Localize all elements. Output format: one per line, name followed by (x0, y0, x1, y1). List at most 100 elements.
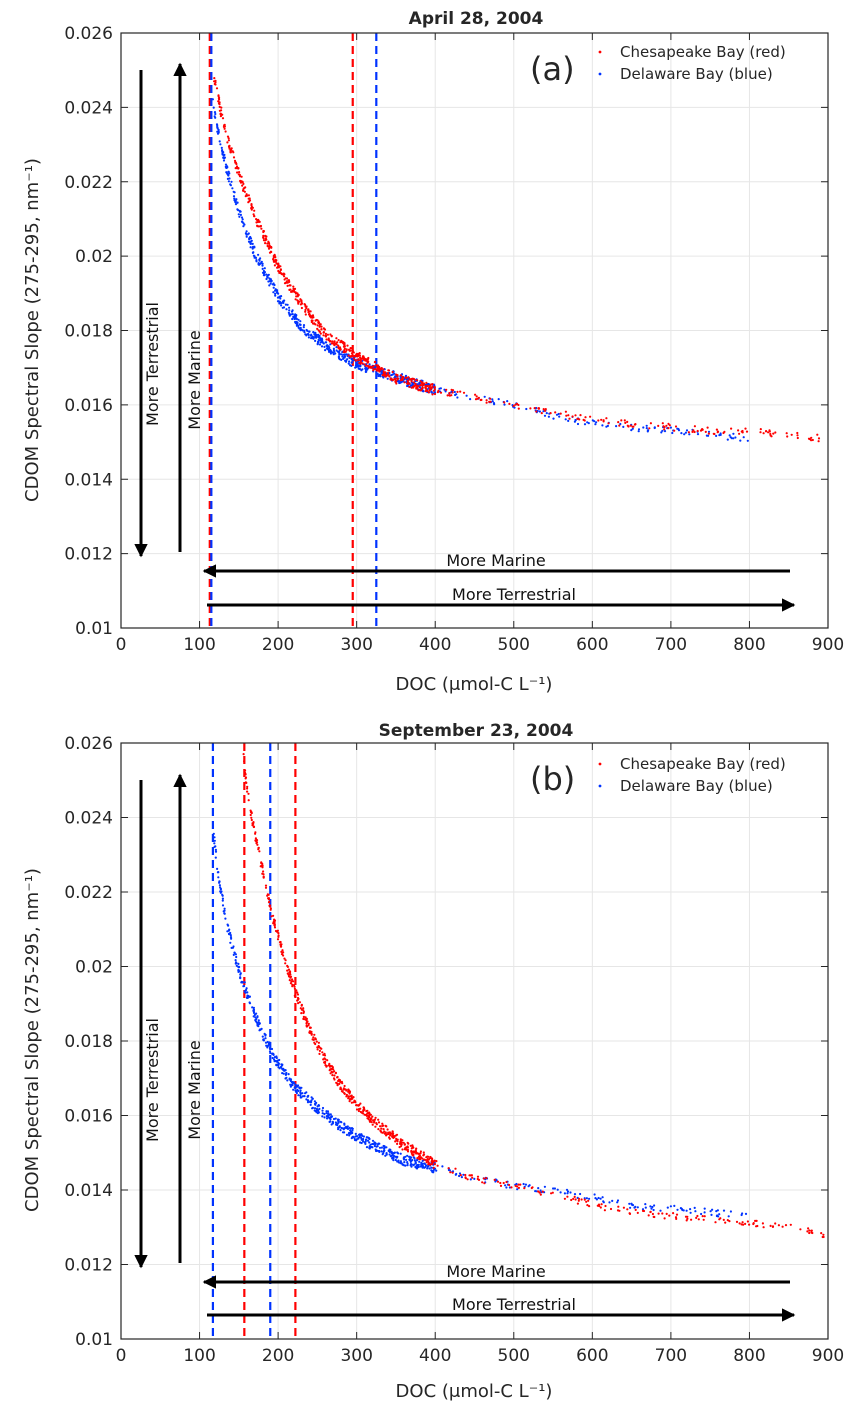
point-chesapeake (351, 349, 354, 352)
point-chesapeake (517, 407, 520, 410)
point-delaware (280, 304, 283, 307)
point-chesapeake (331, 340, 334, 343)
point-chesapeake (811, 438, 814, 442)
point-chesapeake (483, 1182, 486, 1185)
x-tick-label: 600 (576, 1346, 608, 1366)
point-chesapeake (358, 361, 361, 365)
point-delaware (346, 1127, 350, 1130)
point-chesapeake (366, 364, 370, 367)
point-chesapeake (380, 1127, 383, 1130)
y-tick-label: 0.014 (64, 470, 113, 490)
point-chesapeake (297, 302, 300, 305)
point-chesapeake (267, 893, 270, 896)
point-chesapeake (302, 1011, 305, 1015)
point-chesapeake (722, 1218, 725, 1221)
point-delaware (448, 1169, 451, 1172)
point-chesapeake (366, 360, 369, 363)
point-chesapeake (373, 1118, 376, 1121)
point-chesapeake (485, 401, 488, 404)
point-delaware (380, 1150, 383, 1153)
point-chesapeake (349, 355, 352, 358)
point-chesapeake (810, 1229, 813, 1232)
point-delaware (685, 429, 689, 432)
point-delaware (364, 367, 367, 370)
point-chesapeake (246, 787, 249, 790)
legend-marker-chesapeake (598, 762, 602, 766)
point-delaware (286, 1079, 289, 1082)
point-chesapeake (354, 1101, 357, 1104)
point-chesapeake (427, 391, 430, 394)
point-delaware (214, 845, 217, 848)
point-chesapeake (279, 945, 283, 948)
point-chesapeake (273, 923, 276, 926)
point-chesapeake (449, 1171, 452, 1174)
point-chesapeake (292, 285, 295, 288)
point-chesapeake (215, 87, 219, 90)
point-delaware (334, 1121, 337, 1124)
point-chesapeake (336, 1076, 339, 1079)
point-delaware (232, 953, 235, 957)
point-delaware (242, 225, 245, 228)
point-delaware (314, 331, 317, 334)
point-delaware (430, 391, 433, 394)
point-chesapeake (324, 332, 327, 335)
point-delaware (302, 326, 305, 329)
point-chesapeake (419, 384, 422, 387)
point-chesapeake (767, 431, 770, 434)
point-chesapeake (316, 1048, 319, 1051)
point-delaware (392, 1156, 395, 1159)
point-delaware (651, 1205, 654, 1209)
point-delaware (245, 988, 248, 992)
point-delaware (240, 220, 244, 223)
point-chesapeake (333, 1070, 336, 1073)
point-delaware (261, 262, 264, 265)
point-delaware (343, 1123, 346, 1126)
point-chesapeake (347, 348, 351, 351)
point-delaware (224, 917, 227, 920)
point-chesapeake (258, 850, 261, 853)
point-delaware (379, 373, 382, 376)
point-delaware (413, 1157, 416, 1160)
point-chesapeake (299, 298, 302, 301)
point-chesapeake (412, 386, 415, 389)
point-delaware (329, 349, 332, 353)
point-chesapeake (307, 310, 310, 313)
point-delaware (216, 125, 219, 128)
point-chesapeake (305, 307, 308, 310)
point-chesapeake (304, 308, 307, 312)
point-chesapeake (620, 419, 623, 422)
point-chesapeake (769, 432, 772, 436)
point-delaware (235, 198, 238, 201)
point-delaware (746, 439, 749, 442)
point-delaware (293, 1086, 296, 1089)
point-delaware (258, 259, 261, 262)
point-chesapeake (371, 1115, 374, 1118)
point-chesapeake (262, 237, 265, 240)
point-chesapeake (307, 308, 310, 312)
point-chesapeake (451, 1171, 454, 1174)
point-chesapeake (219, 113, 222, 116)
point-chesapeake (381, 1131, 384, 1134)
point-chesapeake (244, 772, 247, 775)
point-chesapeake (302, 1007, 305, 1010)
point-delaware (307, 332, 310, 335)
point-delaware (331, 1121, 334, 1124)
point-delaware (381, 1153, 384, 1156)
point-chesapeake (213, 77, 216, 80)
point-delaware (264, 1037, 267, 1040)
point-chesapeake (424, 385, 427, 388)
point-delaware (700, 1212, 703, 1216)
point-delaware (295, 314, 298, 317)
point-chesapeake (618, 424, 621, 427)
point-chesapeake (405, 376, 408, 379)
point-chesapeake (223, 124, 226, 127)
point-chesapeake (366, 1109, 369, 1112)
point-chesapeake (439, 391, 443, 394)
point-delaware (286, 303, 289, 306)
point-chesapeake (368, 1116, 371, 1119)
point-chesapeake (264, 239, 267, 242)
point-delaware (317, 339, 321, 342)
point-delaware (246, 996, 249, 1000)
point-chesapeake (352, 1096, 355, 1099)
vertical-label-marine: More Marine (185, 330, 204, 429)
